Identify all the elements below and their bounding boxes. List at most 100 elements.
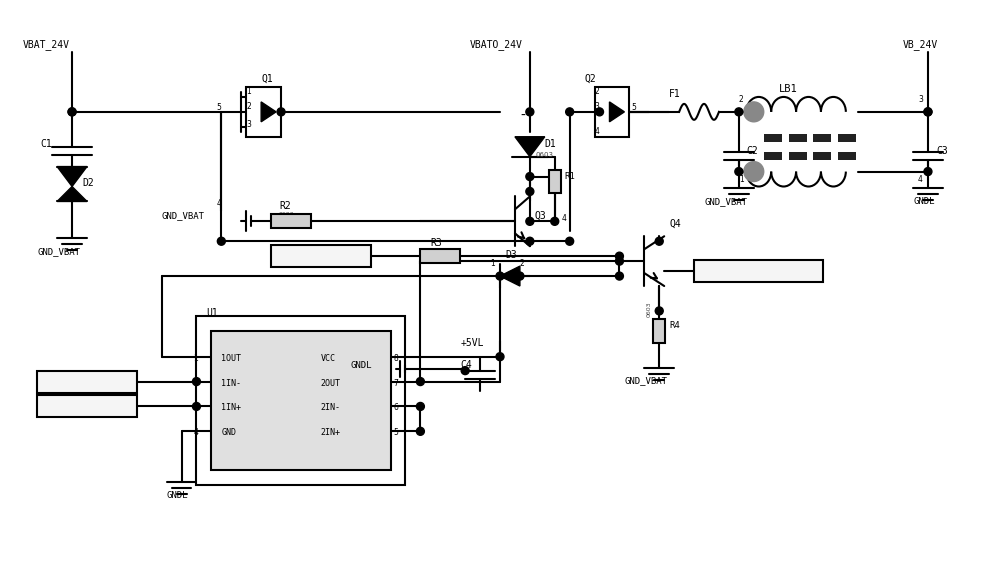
Text: Vref_OV/UV: Vref_OV/UV	[62, 377, 112, 386]
Polygon shape	[500, 266, 520, 286]
Text: R1: R1	[565, 171, 575, 181]
Text: 3: 3	[246, 120, 251, 129]
Polygon shape	[57, 187, 87, 202]
Circle shape	[526, 237, 534, 245]
Text: GND_VBAT: GND_VBAT	[162, 211, 205, 220]
Polygon shape	[261, 102, 276, 122]
Circle shape	[566, 108, 574, 116]
Text: VCC: VCC	[321, 354, 336, 363]
Text: C2: C2	[747, 146, 759, 156]
Text: 4: 4	[216, 199, 221, 209]
Text: GND_VBAT: GND_VBAT	[37, 247, 80, 256]
Circle shape	[496, 272, 504, 280]
Circle shape	[655, 307, 663, 315]
Circle shape	[277, 108, 285, 116]
Text: 0603: 0603	[279, 213, 295, 217]
Circle shape	[744, 102, 764, 122]
Text: 1IN+: 1IN+	[221, 403, 241, 413]
Text: 2IN+: 2IN+	[321, 428, 341, 437]
Text: GNDL: GNDL	[913, 198, 935, 206]
Circle shape	[566, 237, 574, 245]
Text: 5: 5	[631, 103, 636, 112]
Circle shape	[924, 108, 932, 116]
Text: D1: D1	[545, 139, 557, 149]
Text: R2: R2	[279, 202, 291, 211]
Bar	[789, 134, 807, 142]
Text: MON_VS_24V: MON_VS_24V	[62, 402, 112, 411]
Bar	[595, 87, 629, 137]
Bar	[764, 134, 782, 142]
Circle shape	[526, 188, 534, 195]
Bar	[37, 396, 137, 417]
Bar	[271, 214, 311, 228]
Text: 7: 7	[394, 379, 398, 388]
Circle shape	[416, 403, 424, 410]
Text: 2: 2	[595, 87, 599, 96]
Text: 3: 3	[193, 403, 198, 413]
Text: 4: 4	[595, 127, 599, 136]
Polygon shape	[609, 102, 624, 122]
Bar	[196, 316, 405, 485]
Text: 0603: 0603	[647, 302, 652, 317]
Bar	[211, 331, 391, 470]
Circle shape	[615, 252, 623, 260]
Text: 1: 1	[739, 174, 744, 184]
Text: GNDL: GNDL	[167, 491, 188, 500]
Circle shape	[217, 237, 225, 245]
Polygon shape	[515, 137, 545, 157]
Text: F1: F1	[669, 89, 681, 99]
Bar	[420, 249, 460, 263]
Text: 5: 5	[216, 103, 221, 112]
Text: D3: D3	[505, 250, 517, 260]
Circle shape	[496, 353, 504, 361]
Text: 2: 2	[193, 379, 198, 388]
Bar	[246, 87, 281, 137]
Text: 1: 1	[246, 87, 251, 96]
Text: 1IN-: 1IN-	[221, 379, 241, 388]
Text: 8: 8	[394, 354, 398, 363]
Text: 3: 3	[595, 102, 599, 111]
Bar	[838, 134, 856, 142]
Bar	[813, 152, 831, 160]
Text: 2: 2	[246, 102, 251, 111]
Bar	[271, 245, 371, 267]
Circle shape	[192, 378, 200, 386]
Text: 0402: 0402	[425, 252, 441, 257]
Text: 1: 1	[193, 354, 198, 363]
Text: 4: 4	[193, 428, 198, 437]
Circle shape	[68, 108, 76, 116]
Text: VBAT_24V: VBAT_24V	[22, 39, 69, 50]
Circle shape	[615, 257, 623, 265]
Text: 0603: 0603	[536, 152, 554, 157]
Circle shape	[735, 108, 743, 116]
Text: 6: 6	[394, 403, 398, 413]
Text: VB_24V: VB_24V	[903, 39, 938, 50]
Bar	[764, 152, 782, 160]
Circle shape	[416, 428, 424, 435]
Text: 1OUT: 1OUT	[221, 354, 241, 363]
Text: GNDL: GNDL	[351, 361, 372, 370]
Circle shape	[744, 162, 764, 181]
Circle shape	[655, 237, 663, 245]
Text: LB1: LB1	[779, 84, 797, 94]
Circle shape	[924, 167, 932, 175]
Text: Q4: Q4	[669, 218, 681, 228]
Bar	[653, 319, 665, 343]
Bar	[549, 170, 561, 193]
Text: Q3: Q3	[535, 210, 547, 220]
Circle shape	[526, 217, 534, 225]
Text: 5: 5	[394, 428, 398, 437]
Text: U1: U1	[206, 308, 218, 318]
Circle shape	[924, 108, 932, 116]
Text: C1: C1	[40, 139, 52, 149]
Circle shape	[192, 403, 200, 410]
Text: GND_VBAT: GND_VBAT	[624, 376, 667, 386]
Bar	[838, 152, 856, 160]
Text: 2: 2	[739, 95, 744, 104]
Polygon shape	[57, 167, 87, 187]
Text: 4: 4	[918, 174, 923, 184]
Circle shape	[551, 217, 559, 225]
Text: R4: R4	[669, 321, 680, 330]
Bar	[789, 152, 807, 160]
Bar	[813, 134, 831, 142]
